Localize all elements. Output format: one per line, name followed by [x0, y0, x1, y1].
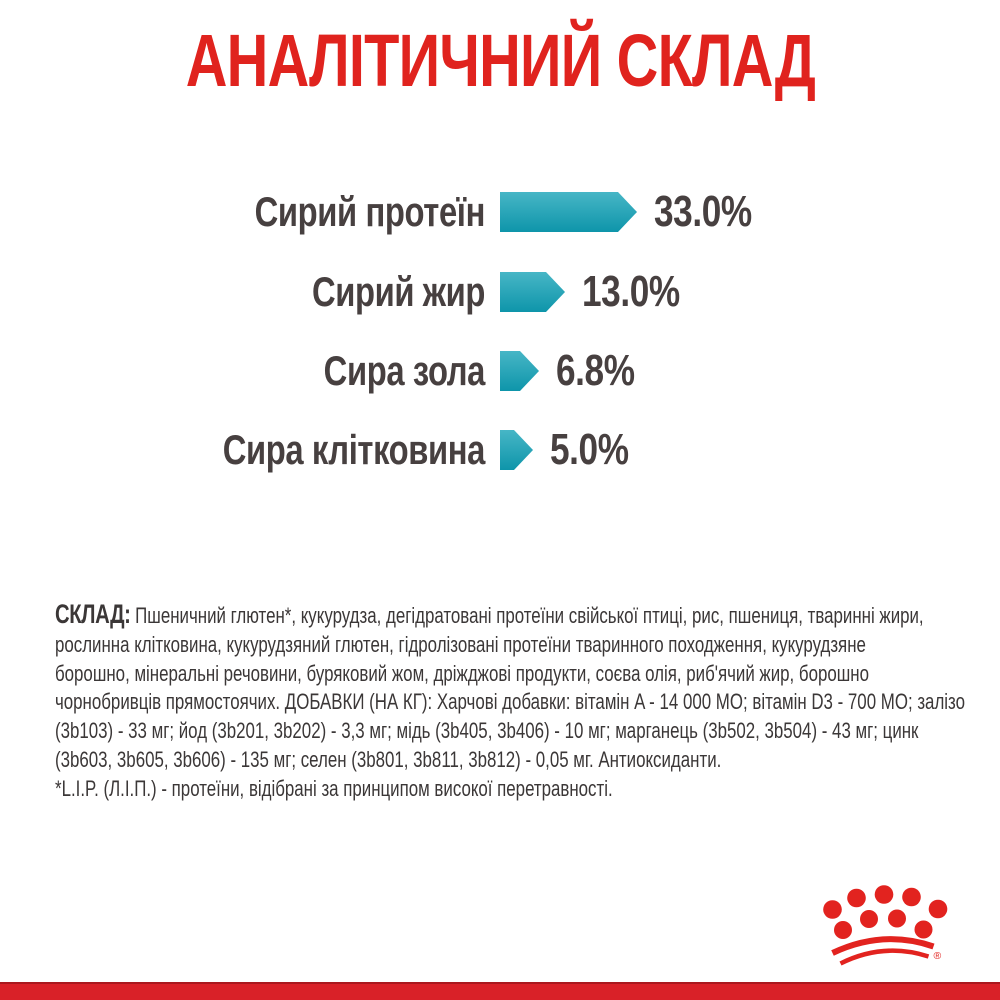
composition-text-block: СКЛАД: Пшеничний глютен*, кукурудза, дег… — [55, 600, 995, 804]
chart-bar — [500, 272, 565, 312]
composition-line-text: Пшеничний глютен*, кукурудза, дегідратов… — [130, 603, 924, 628]
composition-footnote: *L.I.P. (Л.І.П.) - протеїни, відібрані з… — [55, 775, 613, 801]
bar-value: 6.8% — [556, 346, 635, 395]
chart-row: Сира зола 6.8% — [0, 346, 654, 395]
chart-bar — [500, 192, 637, 232]
bar-label: Сирий протеїн — [254, 188, 486, 235]
chart-row: Сирий жир 13.0% — [0, 267, 704, 316]
crown-dots — [823, 885, 948, 939]
composition-line: борошно, мінеральні речовини, буряковий … — [55, 660, 869, 686]
composition-line: (3b603, 3b605, 3b606) - 135 мг; селен (3… — [55, 746, 722, 772]
bottom-red-band — [0, 982, 1000, 1000]
chart-row: Сира клітковина 5.0% — [0, 425, 648, 474]
bar-label: Сирий жир — [311, 268, 485, 315]
bar-value: 5.0% — [550, 425, 629, 474]
bar-value: 33.0% — [654, 187, 752, 236]
royal-canin-crown-logo: ® — [823, 885, 948, 966]
composition-line: рослинна клітковина, кукурудзяний глютен… — [55, 631, 866, 657]
chart-row: Сирий протеїн 33.0% — [0, 187, 776, 236]
chart-bar — [500, 430, 533, 470]
bar-label: Сира клітковина — [222, 426, 486, 473]
chart-bar — [500, 351, 539, 391]
composition-heading: СКЛАД: — [55, 599, 131, 629]
crown-arcs — [831, 936, 935, 966]
composition-line: (3b103) - 33 мг; йод (3b201, 3b202) - 3,… — [55, 718, 919, 744]
bar-label: Сира зола — [323, 347, 486, 394]
composition-line: СКЛАД: Пшеничний глютен*, кукурудза, дег… — [55, 599, 924, 631]
registered-mark: ® — [934, 950, 942, 962]
composition-line: чорнобривців прямостоячих. ДОБАВКИ (НА К… — [55, 689, 965, 715]
page-title-wrap: АНАЛІТИЧНИЙ СКЛАД — [0, 22, 1000, 100]
page-title: АНАЛІТИЧНИЙ СКЛАД — [185, 19, 815, 102]
bar-value: 13.0% — [582, 267, 680, 316]
